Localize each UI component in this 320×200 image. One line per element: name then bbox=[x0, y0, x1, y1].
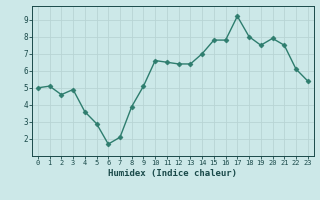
X-axis label: Humidex (Indice chaleur): Humidex (Indice chaleur) bbox=[108, 169, 237, 178]
